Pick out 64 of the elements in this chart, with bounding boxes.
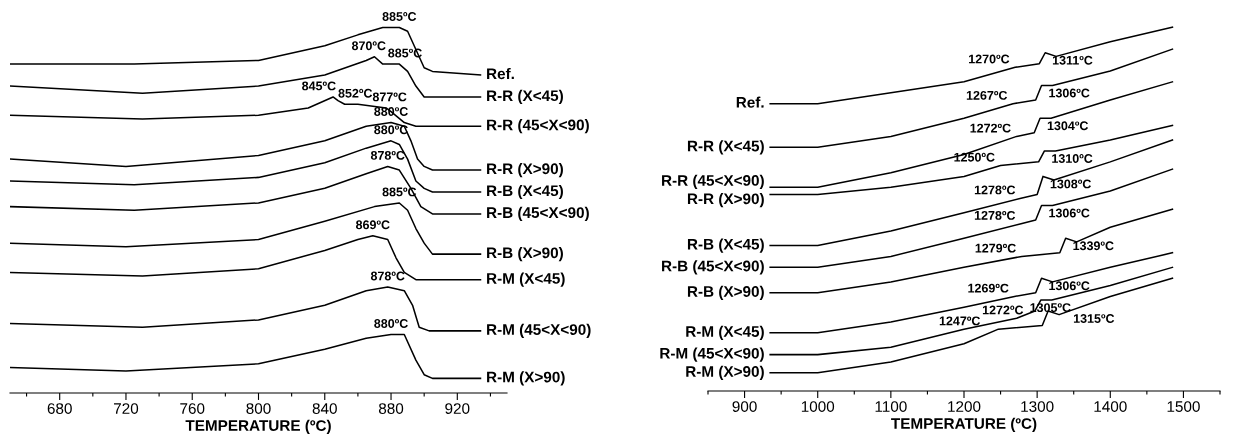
annotation: 1308ºC <box>1050 179 1091 189</box>
series-label: R-R (X>90) <box>687 193 764 208</box>
annotation: 1311ºC <box>1052 55 1093 65</box>
annotation: 1250ºC <box>954 152 995 162</box>
x-axis-title: TEMPERATURE (ºC) <box>891 417 1037 432</box>
series-label: Ref. <box>487 67 514 80</box>
x-tick-label: 900 <box>732 401 757 412</box>
series-label: R-B (X<45) <box>487 184 563 200</box>
series-label: R-B (X>90) <box>487 247 563 262</box>
x-tick-label: 1400 <box>1094 401 1127 412</box>
series-label: R-M (45<X<90) <box>487 323 591 338</box>
series-label: Ref. <box>736 96 764 108</box>
annotation: 1306ºC <box>1049 208 1090 218</box>
series-label: R-M (X<45) <box>686 325 764 340</box>
x-tick-label: 800 <box>246 403 271 414</box>
x-tick-label: 1100 <box>875 401 907 412</box>
annotation: 1272ºC <box>970 123 1011 133</box>
x-tick-label: 1300 <box>1021 401 1054 412</box>
series-label: R-M (45<X<90) <box>660 347 764 362</box>
annotation: 1339ºC <box>1073 241 1114 251</box>
series-label: R-R (45<X<90) <box>487 119 589 134</box>
annotation: 1315ºC <box>1073 314 1115 323</box>
annotation: 1267ºC <box>966 90 1008 100</box>
x-tick-label: 760 <box>180 403 205 414</box>
series-label: R-M (X>90) <box>686 365 764 380</box>
x-tick-label: 840 <box>312 403 337 414</box>
series-label: R-B (X>90) <box>687 285 764 300</box>
x-tick-label: 1200 <box>948 401 981 412</box>
annotation: 1272ºC <box>982 305 1024 315</box>
series-label: R-M (X>90) <box>487 371 565 386</box>
x-tick-label: 880 <box>378 403 404 414</box>
series-label: R-R (X>90) <box>487 162 563 178</box>
series-label: R-R (X<45) <box>487 89 563 105</box>
annotation: 852ºC <box>338 88 373 98</box>
annotation: 1310ºC <box>1052 154 1093 163</box>
x-axis-title: TEMPERATURE (ºC) <box>185 419 331 434</box>
series-label: R-R (45<X<90) <box>662 174 764 189</box>
annotation: 1278ºC <box>974 185 1016 195</box>
annotation: 870ºC <box>351 41 386 51</box>
annotation: 880ºC <box>374 319 408 328</box>
annotation: 1278ºC <box>974 210 1016 220</box>
annotation: 845ºC <box>302 81 336 91</box>
annotation: 878ºC <box>370 271 405 281</box>
series-label: R-B (X<45) <box>687 238 764 253</box>
annotation: 1306ºC <box>1049 88 1090 98</box>
annotation: 1270ºC <box>969 54 1010 64</box>
annotation: 1279ºC <box>975 243 1016 253</box>
annotation: 1304ºC <box>1047 121 1089 131</box>
series-label: R-R (X<45) <box>687 140 764 155</box>
annotation: 877ºC <box>372 92 407 102</box>
x-tick-label: 720 <box>114 403 139 414</box>
x-tick-label: 920 <box>445 403 470 414</box>
series-label: R-B (45<X<90) <box>662 260 764 275</box>
x-tick-label: 1500 <box>1167 401 1200 412</box>
annotation: 878ºC <box>370 150 405 160</box>
annotation: 1269ºC <box>968 283 1009 293</box>
annotation: 869ºC <box>355 220 390 230</box>
series-label: R-M (X<45) <box>487 272 565 287</box>
x-tick-label: 1000 <box>801 401 835 412</box>
annotation: 885ºC <box>382 12 417 21</box>
annotation: 1247ºC <box>939 316 981 326</box>
series-label: R-B (45<X<90) <box>487 206 589 222</box>
annotation: 1306ºC <box>1049 281 1090 291</box>
x-tick-label: 680 <box>47 403 72 414</box>
